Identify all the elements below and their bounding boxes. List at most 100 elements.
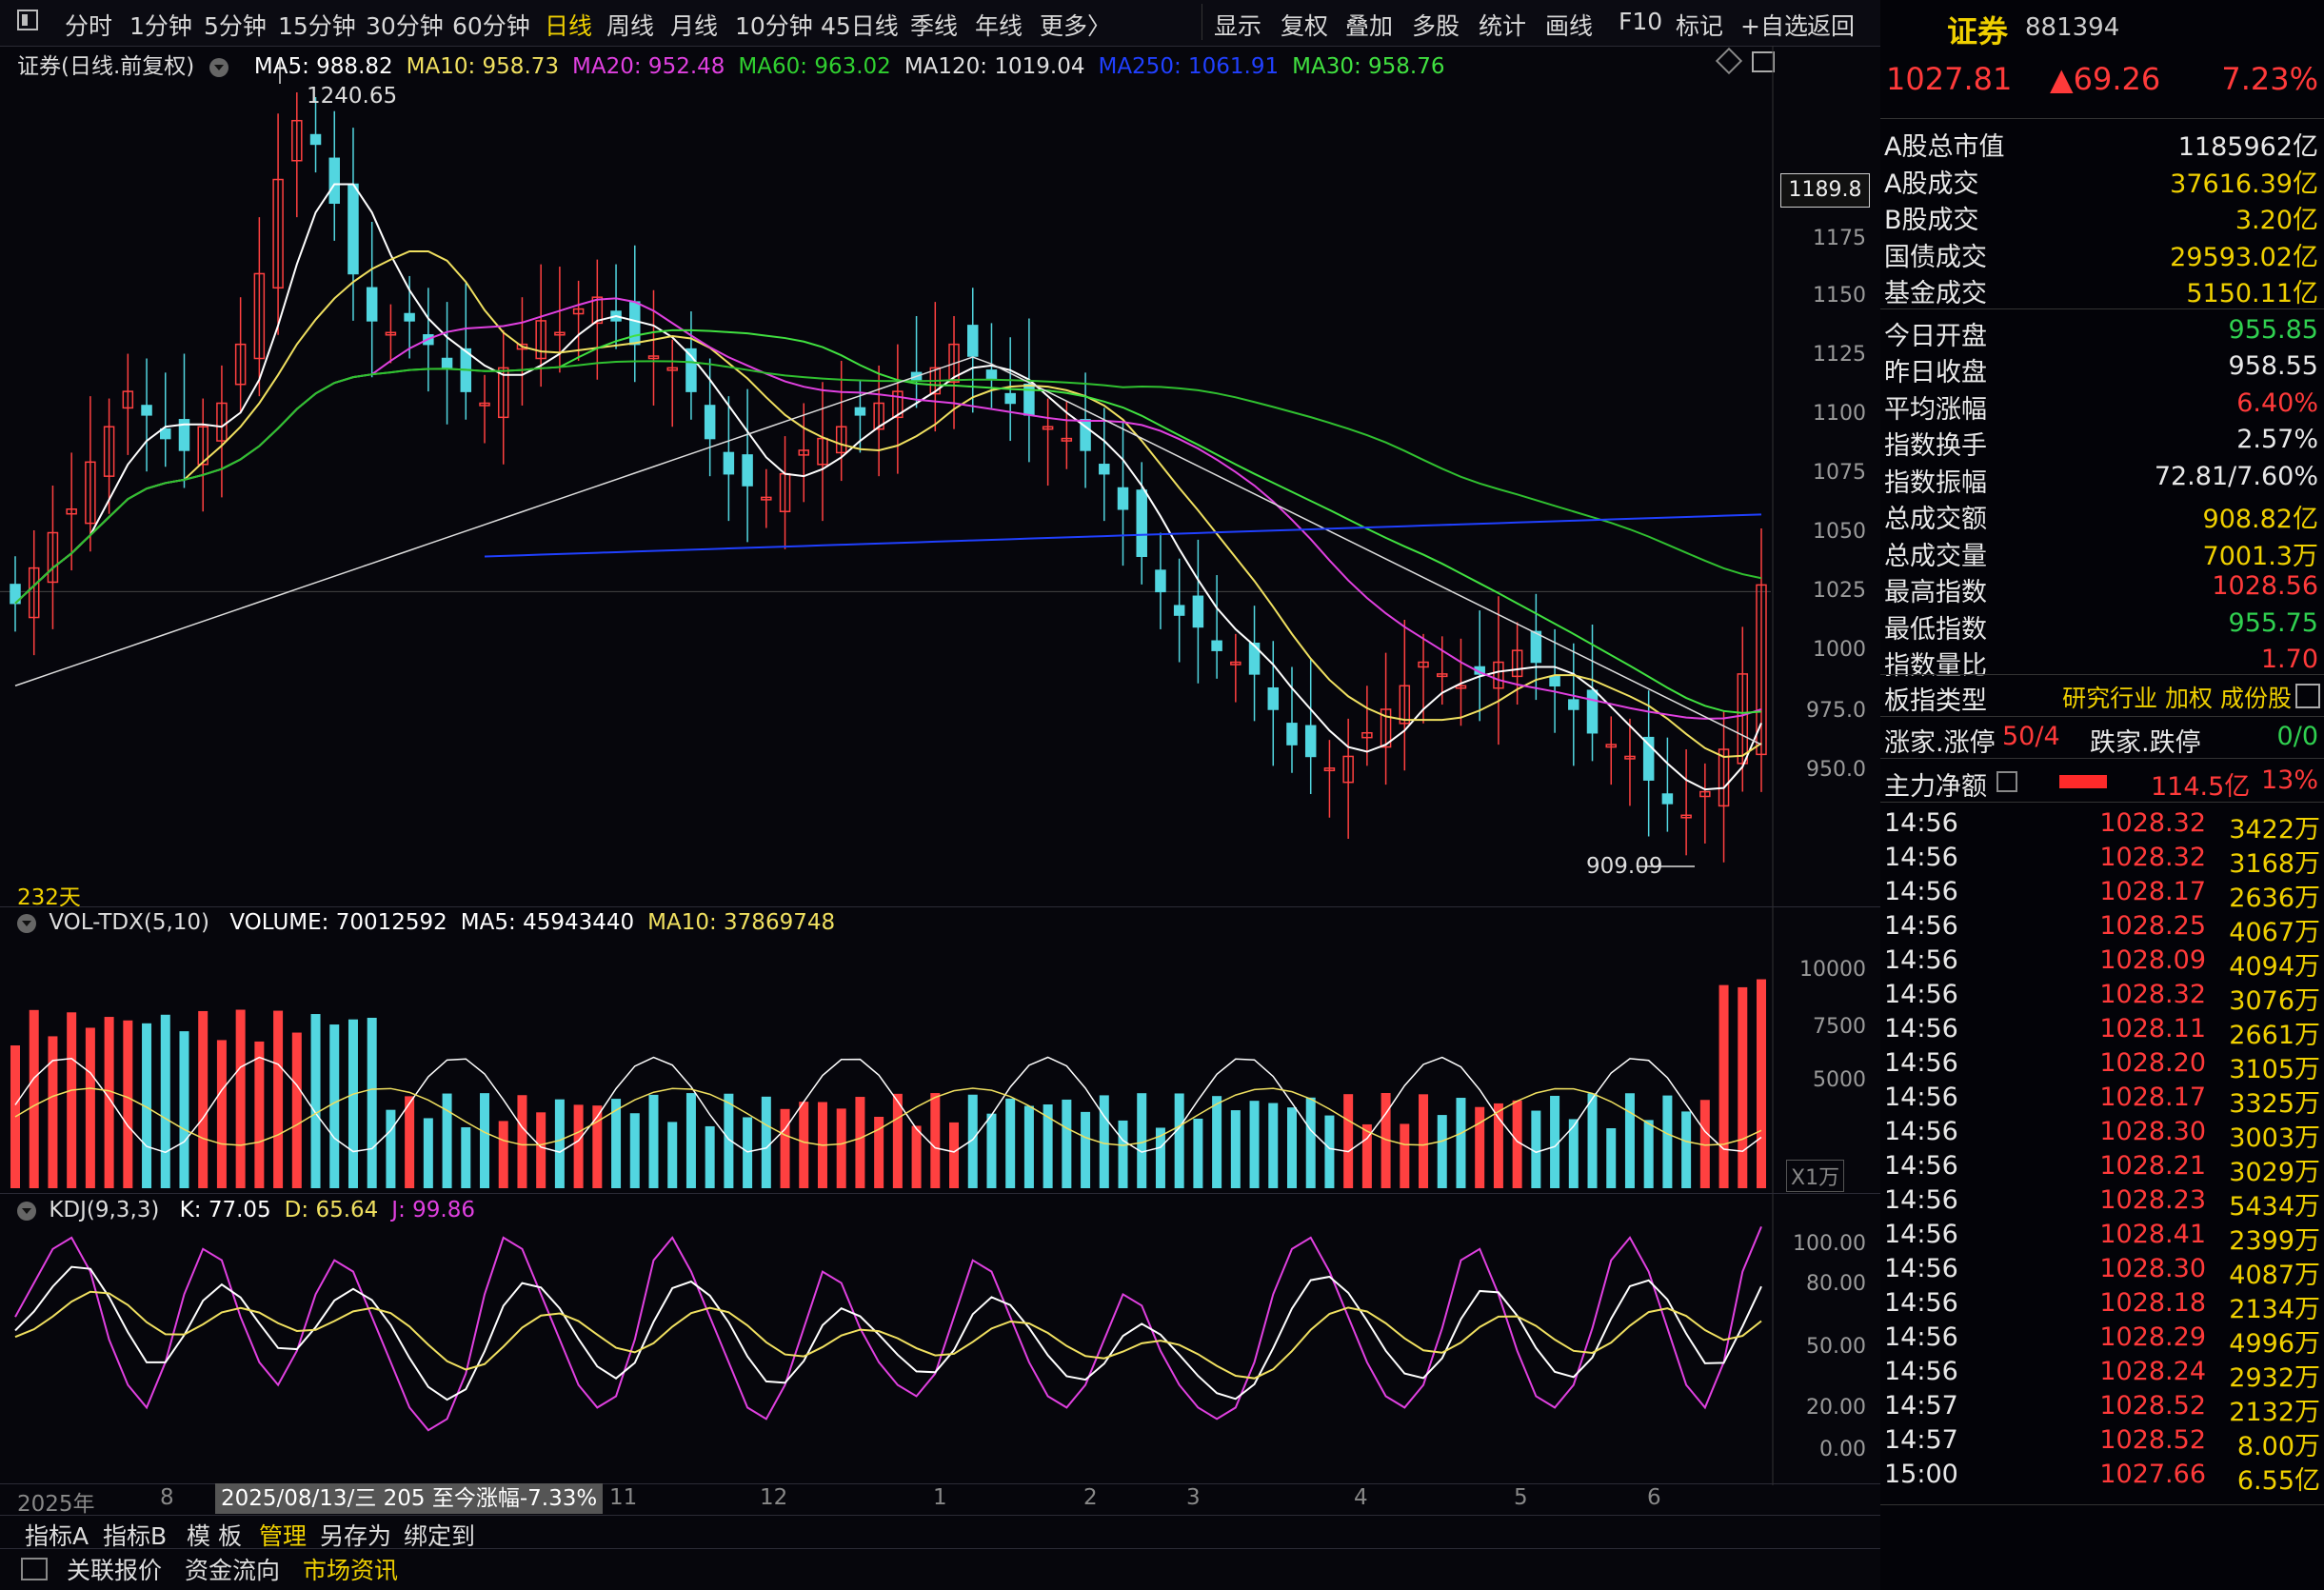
candle-body bbox=[441, 357, 453, 369]
x-axis-label: 2025年 bbox=[17, 1492, 95, 1517]
dropdown-icon[interactable] bbox=[17, 1201, 36, 1221]
bottom-tab-1[interactable]: 指标B bbox=[103, 1522, 168, 1550]
volume-bar bbox=[367, 1018, 377, 1188]
bottom-tab-0[interactable]: 指标A bbox=[25, 1522, 89, 1550]
period-tab-8[interactable]: 月线 bbox=[670, 12, 719, 40]
tick-price: 1028.32 bbox=[2099, 843, 2206, 872]
tool-button-3[interactable]: 多股 bbox=[1412, 12, 1460, 40]
main-indicator-bar: 证券(日线.前复权) MA5: 988.82 MA10: 958.73 MA20: … bbox=[17, 48, 1445, 80]
bottom-link-1[interactable]: 资金流向 bbox=[185, 1557, 281, 1584]
volume-bar bbox=[1531, 1110, 1541, 1188]
axis-tick: 80.00 bbox=[1806, 1272, 1866, 1296]
candle-body bbox=[1080, 419, 1091, 451]
dropdown-icon[interactable] bbox=[209, 57, 228, 77]
candle-body bbox=[1136, 489, 1147, 557]
panel-toggle-icon[interactable] bbox=[1752, 51, 1775, 72]
tick-price: 1028.20 bbox=[2099, 1048, 2206, 1078]
bottom-tab-5[interactable]: 绑定到 bbox=[404, 1522, 476, 1550]
window-icon[interactable] bbox=[21, 1558, 48, 1580]
tool-button-5[interactable]: 画线 bbox=[1545, 12, 1594, 40]
dropdown-icon[interactable] bbox=[17, 913, 36, 933]
candle-body bbox=[1323, 767, 1336, 772]
tick-time: 14:56 bbox=[1884, 808, 1958, 838]
volume-bar bbox=[1343, 1094, 1354, 1188]
stat-label: 最高指数 bbox=[1884, 578, 1987, 607]
main_chart-item-1: MA10: 958.73 bbox=[406, 54, 560, 79]
volume-bar bbox=[1643, 1120, 1654, 1188]
volume-bar bbox=[780, 1108, 790, 1188]
candle-body bbox=[685, 348, 697, 392]
candle-body bbox=[892, 390, 904, 419]
tool-button-7[interactable]: 标记 bbox=[1676, 12, 1724, 40]
volume-bar bbox=[592, 1105, 603, 1188]
tool-button-4[interactable]: 统计 bbox=[1479, 12, 1527, 40]
bottom-link-2[interactable]: 市场资讯 bbox=[303, 1557, 399, 1584]
period-tab-7[interactable]: 周线 bbox=[606, 12, 655, 40]
volume-bar bbox=[1137, 1093, 1147, 1188]
main-chart-title: 证券(日线.前复权) bbox=[17, 54, 195, 79]
kdj_chart-item-1: D: 65.64 bbox=[284, 1198, 379, 1222]
tick-volume: 2661万 bbox=[2229, 1021, 2320, 1050]
period-tab-3[interactable]: 15分钟 bbox=[278, 12, 356, 40]
period-tab-4[interactable]: 30分钟 bbox=[366, 12, 444, 40]
period-tab-5[interactable]: 60分钟 bbox=[452, 12, 530, 40]
candle-body bbox=[1642, 736, 1655, 781]
stat-label: 总成交额 bbox=[1884, 505, 1987, 534]
stat-row: 今日开盘 955.85 bbox=[1880, 313, 2324, 351]
current-price-box: 1189.8 bbox=[1780, 173, 1870, 208]
candle-body bbox=[1511, 649, 1523, 678]
layout-icon[interactable] bbox=[17, 10, 38, 30]
tick-volume: 2399万 bbox=[2229, 1226, 2320, 1256]
volume-bar bbox=[461, 1126, 471, 1188]
volume-bar bbox=[1606, 1128, 1617, 1188]
list-icon[interactable] bbox=[2295, 684, 2320, 708]
tool-button-1[interactable]: 复权 bbox=[1281, 12, 1329, 40]
volume-bar bbox=[235, 1009, 246, 1188]
period-tab-11[interactable]: 季线 bbox=[910, 12, 959, 40]
tool-button-9[interactable]: 返回 bbox=[1807, 12, 1856, 40]
kline-chart-canvas[interactable] bbox=[0, 46, 1880, 1485]
list-icon[interactable] bbox=[1996, 771, 2017, 792]
period-tab-12[interactable]: 年线 bbox=[975, 12, 1023, 40]
bottom-tab-4[interactable]: 另存为 bbox=[320, 1522, 392, 1550]
axis-tick: 0.00 bbox=[1819, 1438, 1866, 1461]
tick-row: 14:56 1028.21 3029万 bbox=[1880, 1148, 2324, 1187]
volume-bar bbox=[949, 1122, 960, 1188]
volume-bar bbox=[123, 1020, 133, 1188]
tick-price: 1028.52 bbox=[2099, 1391, 2206, 1421]
tool-button-8[interactable]: +自选 bbox=[1740, 12, 1808, 40]
volume-bar bbox=[1437, 1115, 1447, 1188]
volume-bar bbox=[1193, 1118, 1203, 1188]
period-tab-10[interactable]: 45日线 bbox=[821, 12, 899, 40]
bottom-tab-2[interactable]: 模 板 bbox=[187, 1522, 242, 1550]
axis-tick: 1175 bbox=[1813, 227, 1866, 250]
x-axis-label: 3 bbox=[1186, 1485, 1201, 1510]
period-tab-2[interactable]: 5分钟 bbox=[204, 12, 267, 40]
bottom-link-0[interactable]: 关联报价 bbox=[67, 1557, 163, 1584]
stat-label: 总成交量 bbox=[1884, 541, 1987, 571]
tool-button-6[interactable]: F10 bbox=[1619, 8, 1663, 35]
volume-bar bbox=[423, 1118, 433, 1188]
tool-button-2[interactable]: 叠加 bbox=[1345, 12, 1394, 40]
volume-bar bbox=[629, 1113, 640, 1188]
period-tab-0[interactable]: 分时 bbox=[65, 12, 113, 40]
stat-row: 平均涨幅 6.40% bbox=[1880, 387, 2324, 425]
candle-body bbox=[1493, 661, 1504, 689]
volume-bar bbox=[799, 1102, 809, 1188]
tick-time: 14:57 bbox=[1884, 1391, 1958, 1421]
tick-time: 14:56 bbox=[1884, 1254, 1958, 1283]
volume-bar bbox=[254, 1041, 265, 1188]
tick-price: 1028.18 bbox=[2099, 1288, 2206, 1318]
candle-body bbox=[1248, 642, 1261, 675]
period-tab-6[interactable]: 日线 bbox=[545, 12, 593, 40]
volume-bar bbox=[1475, 1106, 1485, 1188]
bottom-tab-3[interactable]: 管理 bbox=[259, 1522, 308, 1550]
tick-volume: 8.00万 bbox=[2236, 1432, 2320, 1461]
period-tab-13[interactable]: 更多〉 bbox=[1040, 12, 1112, 40]
volume-bar bbox=[310, 1014, 321, 1188]
tick-price: 1028.29 bbox=[2099, 1322, 2206, 1352]
tick-time: 14:56 bbox=[1884, 1357, 1958, 1386]
tool-button-0[interactable]: 显示 bbox=[1214, 12, 1262, 40]
period-tab-9[interactable]: 10分钟 bbox=[735, 12, 813, 40]
period-tab-1[interactable]: 1分钟 bbox=[129, 12, 192, 40]
